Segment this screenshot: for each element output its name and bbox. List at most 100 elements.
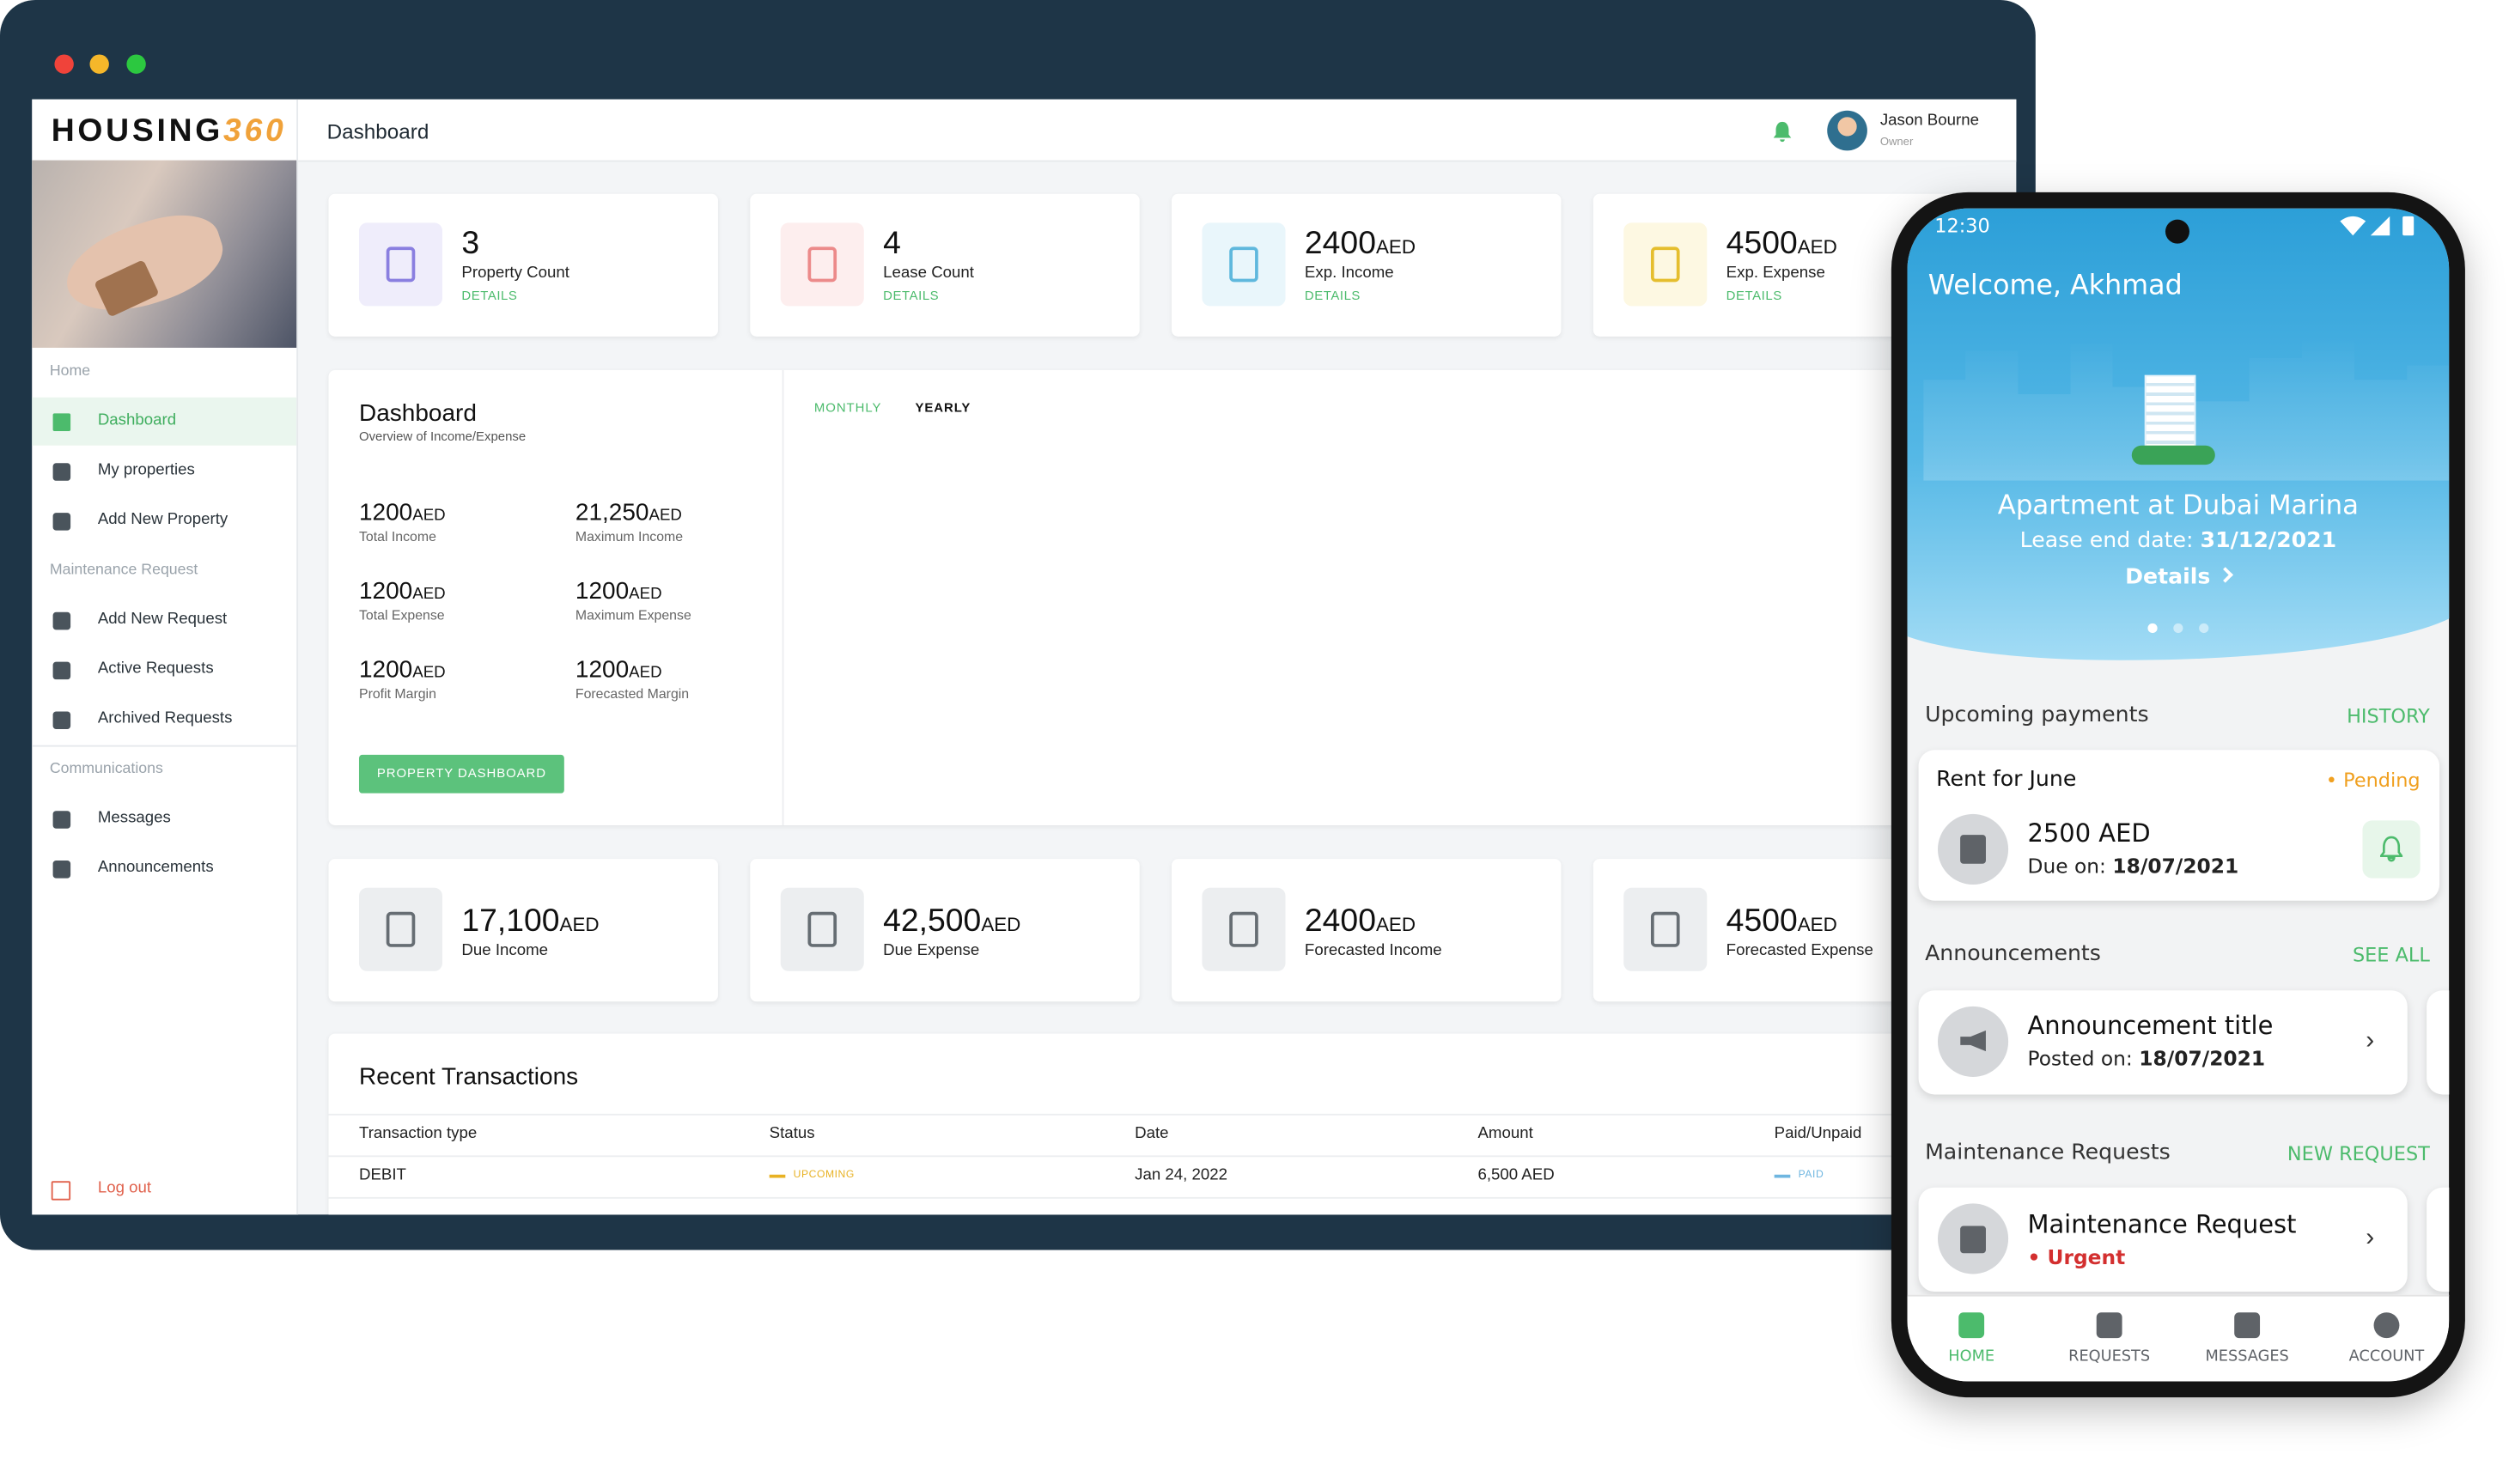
window-minimize[interactable] xyxy=(89,54,109,74)
sidebar-item[interactable]: Announcements xyxy=(97,859,214,877)
payment-card[interactable] xyxy=(1918,750,2440,901)
hero-dot[interactable] xyxy=(2147,623,2158,634)
stat-value: 4 xyxy=(883,228,901,259)
stat-value: 42,500AED xyxy=(883,905,1020,937)
tab[interactable]: YEARLY xyxy=(915,400,971,416)
logout-icon xyxy=(51,1181,71,1201)
reminder-button[interactable] xyxy=(2362,820,2421,879)
details-link[interactable]: DETAILS xyxy=(461,288,518,303)
welcome: Welcome, Akhmad xyxy=(1927,270,2183,302)
nav-label[interactable]: MESSAGES xyxy=(2205,1347,2289,1366)
metric-number: 21,250 xyxy=(575,499,649,526)
brand-number: 360 xyxy=(223,113,287,149)
nav-label[interactable]: HOME xyxy=(1948,1347,1995,1366)
sidebar-item[interactable]: Archived Requests xyxy=(97,709,233,728)
stat-number: 4 xyxy=(883,226,901,262)
details-link[interactable]: DETAILS xyxy=(1726,288,1782,303)
sidebar-item[interactable]: Messages xyxy=(97,809,171,827)
sidebar-item[interactable]: My properties xyxy=(97,461,195,479)
stat-icon xyxy=(1623,222,1708,307)
section-action[interactable]: NEW REQUEST xyxy=(2287,1142,2430,1165)
details-link[interactable]: DETAILS xyxy=(883,288,940,303)
window-maximize[interactable] xyxy=(126,54,146,74)
hero-dot[interactable] xyxy=(2173,623,2183,634)
posted-label: Posted on: xyxy=(2027,1046,2133,1071)
user-avatar[interactable] xyxy=(1827,110,1867,151)
sidebar-item[interactable]: Add New Property xyxy=(97,511,228,529)
table-cell: Jan 24, 2022 xyxy=(1135,1166,1228,1184)
payment-status: • Pending xyxy=(2325,769,2421,792)
payment-icon-glyph xyxy=(1960,835,1986,864)
stat-icon xyxy=(358,887,443,971)
status-time: 12:30 xyxy=(1934,215,1990,238)
table-cell: 6,500 AED xyxy=(1477,1166,1555,1184)
nav-icon[interactable] xyxy=(1958,1312,1985,1339)
nav-label[interactable]: ACCOUNT xyxy=(2348,1347,2425,1366)
nav-label[interactable]: REQUESTS xyxy=(2068,1347,2151,1366)
section-action[interactable]: HISTORY xyxy=(2347,705,2430,728)
stat-value: 2400AED xyxy=(1305,905,1416,937)
property-dashboard-button[interactable] xyxy=(358,754,564,794)
stat-number: 2400 xyxy=(1304,903,1376,940)
lease-date: 31/12/2021 xyxy=(2200,527,2337,554)
metric-label: Forecasted Margin xyxy=(575,685,690,702)
user-role: Owner xyxy=(1879,137,1914,149)
column-header: Transaction type xyxy=(358,1124,478,1143)
metric-unit: AED xyxy=(412,586,446,604)
section-title: Upcoming payments xyxy=(1925,702,2149,728)
section-action[interactable]: SEE ALL xyxy=(2352,944,2430,967)
details-chevron xyxy=(2217,567,2234,583)
sidebar-item[interactable]: Active Requests xyxy=(97,660,214,678)
nav-icon[interactable] xyxy=(2373,1312,2400,1339)
button-label[interactable]: PROPERTY DASHBOARD xyxy=(376,765,546,781)
lease-end: Lease end date: 31/12/2021 xyxy=(2020,530,2337,552)
stat-unit: AED xyxy=(1797,235,1837,258)
details-link[interactable]: DETAILS xyxy=(1304,288,1361,303)
stat-number: 4500 xyxy=(1726,903,1798,940)
stat-icon-glyph xyxy=(386,246,416,283)
window-close[interactable] xyxy=(54,54,74,74)
stat-icon xyxy=(780,887,864,971)
chevron[interactable]: › xyxy=(2366,1224,2375,1252)
chevron[interactable]: › xyxy=(2366,1027,2375,1055)
sidebar-item[interactable]: Add New Request xyxy=(97,610,228,629)
user-name[interactable]: Jason Bourne xyxy=(1879,112,1979,131)
logout[interactable]: Log out xyxy=(97,1179,152,1197)
stat-unit: AED xyxy=(1797,913,1837,936)
stat-value: 2400AED xyxy=(1305,228,1416,259)
notification-bell[interactable] xyxy=(1773,120,1792,143)
nav-icon[interactable] xyxy=(2234,1312,2261,1339)
tab[interactable]: MONTHLY xyxy=(813,400,882,416)
hero-dot[interactable] xyxy=(2199,623,2209,634)
sidebar-icon xyxy=(52,661,71,680)
overview-title: Dashboard xyxy=(358,399,477,428)
metric-number: 1200 xyxy=(358,656,413,684)
sidebar-icon xyxy=(52,861,71,879)
stat-label: Exp. Expense xyxy=(1726,264,1825,283)
stat-icon xyxy=(1202,887,1286,971)
payment-due: Due on: 18/07/2021 xyxy=(2027,855,2238,877)
stat-value: 3 xyxy=(461,228,479,259)
metric-unit: AED xyxy=(412,664,446,682)
metric-label: Maximum Expense xyxy=(575,606,691,623)
bottom-nav xyxy=(1907,1294,2450,1382)
announcement-card-next[interactable] xyxy=(2427,990,2450,1095)
details-label: Details xyxy=(2125,564,2211,591)
metric-value: 1200AED xyxy=(575,658,662,682)
metric-number: 1200 xyxy=(575,656,630,684)
stat-icon xyxy=(1623,887,1708,971)
sidebar-section: Communications xyxy=(49,759,163,778)
stat-label: Due Expense xyxy=(883,942,980,960)
maintenance-card-next[interactable] xyxy=(2427,1187,2450,1292)
sidebar-item[interactable]: Dashboard xyxy=(97,411,177,430)
nav-icon[interactable] xyxy=(2096,1312,2122,1339)
metric-unit: AED xyxy=(412,507,446,526)
sidebar-icon xyxy=(52,413,71,431)
hero-details[interactable]: Details xyxy=(2125,567,2234,589)
metric-value: 1200AED xyxy=(575,580,662,604)
status-dash xyxy=(1774,1174,1791,1178)
stat-number: 4500 xyxy=(1726,226,1798,262)
metric-label: Total Expense xyxy=(358,606,445,623)
metric-label: Profit Margin xyxy=(358,685,436,702)
